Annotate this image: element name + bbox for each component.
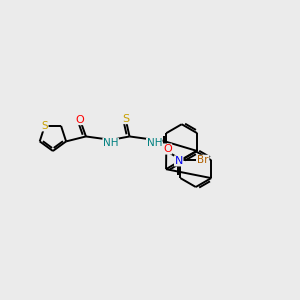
Text: S: S <box>122 114 129 124</box>
Text: Br: Br <box>197 155 209 165</box>
Text: NH: NH <box>103 138 118 148</box>
Text: N: N <box>175 156 183 166</box>
Text: O: O <box>76 115 84 124</box>
Text: NH: NH <box>146 138 162 148</box>
Text: S: S <box>41 121 48 131</box>
Text: O: O <box>163 144 172 154</box>
